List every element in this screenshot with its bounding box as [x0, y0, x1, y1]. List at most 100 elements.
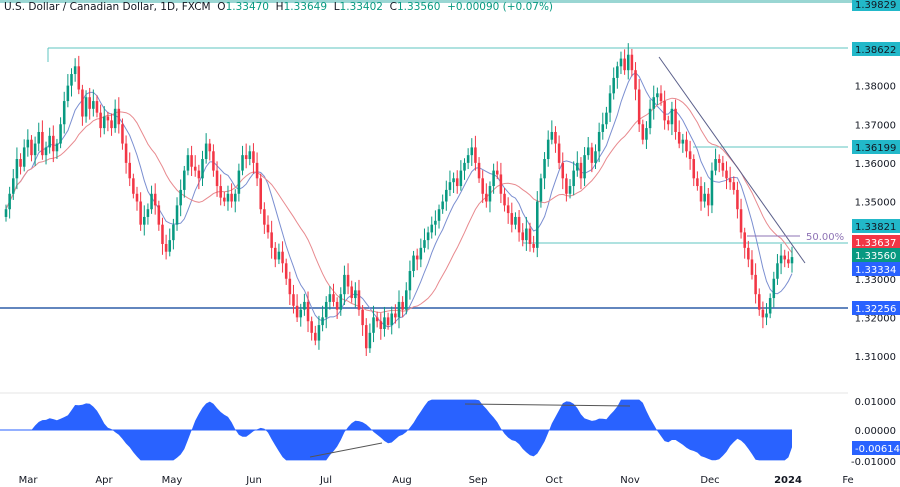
candle-body [150, 193, 153, 210]
lower-high-level-label-bg [852, 140, 900, 154]
candle-body [12, 178, 15, 194]
candle-body [667, 120, 670, 125]
candle-body [390, 313, 393, 326]
candle-body [790, 257, 794, 264]
osc-tick: -0.01000 [851, 457, 896, 468]
candle-body [128, 162, 131, 179]
candle-body [554, 131, 557, 144]
time-label: Jun [245, 475, 262, 486]
candle-body [197, 170, 201, 179]
candle-body [514, 216, 517, 225]
time-label: Nov [620, 475, 640, 486]
candle-body [62, 101, 66, 125]
candle-body [626, 54, 630, 71]
candle-body [143, 216, 146, 225]
candle-body [710, 170, 714, 206]
time-label: Aug [392, 475, 412, 486]
candle-body [550, 131, 554, 140]
price-axis[interactable]: 1.390001.380001.370001.360001.350001.330… [851, 0, 900, 468]
candle-body [470, 147, 474, 156]
candle-body [223, 197, 226, 202]
time-axis[interactable]: Mar Apr May Jun Jul Aug Sep Oct Nov Dec 2024 Fe [19, 475, 854, 486]
candle-body [161, 224, 164, 244]
ohlc-legend: U.S. Dollar / Canadian Dollar, 1D, FXCM … [4, 1, 553, 13]
candle-body [765, 313, 768, 318]
candle-body [692, 159, 696, 179]
ma-fast-label: 1.33334 [855, 265, 896, 276]
candle-body [565, 178, 568, 194]
candle-body [19, 159, 22, 167]
candle-body [55, 143, 59, 152]
candle-body [634, 70, 637, 90]
candle-body [754, 274, 757, 295]
candle-body [183, 170, 186, 190]
ma-slow-line [5, 97, 793, 314]
candle-body [768, 298, 772, 314]
candle-body [423, 240, 426, 248]
candle-body [15, 159, 19, 179]
low-value: 1.33402 [339, 1, 383, 13]
candle-body [721, 162, 725, 171]
candle-body [288, 278, 292, 295]
candle-body [153, 193, 157, 206]
candle-body [124, 143, 128, 163]
candle-body [233, 193, 237, 202]
candle-body [252, 151, 255, 163]
candle-body [776, 263, 779, 279]
swing-level-label-bg [852, 219, 900, 233]
candle-body [277, 251, 281, 260]
top-border [0, 0, 900, 3]
candle-body [405, 290, 408, 310]
price-tick: 1.38000 [855, 82, 896, 93]
candle-body [303, 301, 306, 310]
candle-body [66, 85, 70, 102]
osc-divergence-line-1 [309, 442, 383, 458]
candle-body [485, 193, 488, 202]
candle-body [30, 139, 33, 156]
drawings: 50.00% [658, 56, 844, 264]
candle-body [761, 309, 765, 318]
candle-body [361, 309, 364, 326]
resistance-level-label-bg [852, 42, 900, 56]
candle-body [736, 189, 739, 210]
candle-body [386, 317, 390, 326]
time-label: Apr [95, 475, 113, 486]
candle-body [368, 332, 372, 349]
candle-body [77, 66, 81, 90]
candle-body [463, 162, 466, 171]
candle-body [335, 301, 339, 310]
candle-body [274, 247, 277, 260]
osc-tick: 0.00000 [855, 426, 896, 437]
candle-body [576, 162, 579, 171]
candle-body [525, 228, 528, 241]
candle-body [517, 216, 521, 233]
candle-body [557, 143, 561, 163]
candle-body [190, 155, 193, 167]
candle-body [495, 170, 499, 175]
candle-body [193, 166, 197, 171]
candle-body [452, 178, 455, 183]
candle-body [102, 116, 106, 129]
fib-50-label: 50.00% [806, 232, 844, 243]
candle-body [441, 201, 444, 210]
price-tick: 1.33000 [855, 275, 896, 286]
candle-body [681, 139, 685, 144]
candle-body [310, 321, 313, 333]
lower-high-level-label: 1.36199 [855, 143, 896, 154]
ma-slow-label: 1.33637 [855, 238, 896, 249]
candle-body [477, 162, 481, 179]
candle-body [717, 159, 721, 163]
candle-body [750, 259, 754, 275]
candle-body [677, 131, 681, 144]
candle-body [248, 151, 252, 160]
candle-body [455, 178, 459, 187]
candle-body [412, 255, 415, 272]
open-label: O [217, 1, 226, 13]
candle-body [688, 151, 692, 160]
candle-body [728, 178, 732, 183]
candle-body [284, 263, 288, 279]
candle-body [739, 209, 743, 233]
candle-body [219, 186, 222, 198]
